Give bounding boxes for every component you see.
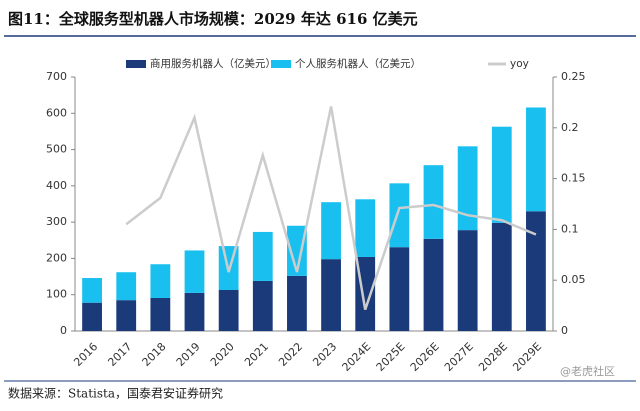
y-tick-label: 600	[46, 106, 67, 119]
watermark: @老虎社区	[560, 364, 615, 378]
y-tick-label: 100	[46, 288, 67, 301]
y2-tick-label: 0	[561, 324, 568, 337]
bar-segment	[252, 231, 273, 281]
bar-segment	[287, 275, 307, 331]
x-tick-label: 2019	[174, 340, 203, 369]
legend-label: yoy	[510, 58, 529, 70]
y2-tick-label: 0.05	[561, 273, 586, 286]
bar-segment	[389, 183, 410, 248]
bar-segment	[526, 211, 546, 331]
bar-segment	[150, 264, 171, 298]
x-tick-label: 2029E	[510, 340, 544, 374]
bar-segment	[423, 165, 444, 239]
bar-segment	[252, 280, 273, 331]
legend-swatch	[271, 60, 291, 68]
y-tick-label: 200	[46, 251, 67, 264]
y2-tick-label: 0.15	[561, 172, 586, 185]
x-tick-label: 2021	[242, 340, 271, 369]
bar-segment	[218, 289, 239, 331]
legend-label: 个人服务机器人（亿美元）	[295, 57, 421, 70]
bar-segment	[116, 300, 137, 331]
bar-segment	[184, 292, 205, 331]
bar-segment	[389, 247, 410, 331]
y-tick-label: 300	[46, 215, 67, 228]
bar-segment	[321, 202, 341, 260]
y2-tick-label: 0.25	[561, 70, 586, 83]
bar-segment	[321, 259, 341, 331]
y-tick-label: 400	[46, 179, 67, 192]
x-tick-label: 2018	[140, 340, 169, 369]
bar-segment	[491, 222, 512, 331]
bar-segment	[491, 126, 512, 223]
x-tick-label: 2017	[105, 340, 134, 369]
bar-segment	[355, 199, 376, 257]
bar-segment	[457, 146, 478, 231]
x-tick-label: 2028E	[476, 340, 510, 374]
bar-segment	[184, 250, 205, 293]
bar-segment	[82, 278, 102, 303]
bar-segment	[423, 238, 444, 331]
bar-segment	[526, 107, 546, 212]
x-tick-label: 2022	[276, 340, 305, 369]
x-tick-label: 2020	[208, 340, 237, 369]
x-tick-label: 2024E	[340, 340, 374, 374]
line	[125, 106, 537, 311]
bar-segment	[457, 230, 478, 331]
x-tick-label: 2016	[71, 340, 100, 369]
x-tick-label: 2026E	[408, 340, 442, 374]
y-tick-label: 500	[46, 143, 67, 156]
source-note: 数据来源：Statista，国泰君安证券研究	[8, 386, 223, 401]
bar-segment	[150, 297, 171, 331]
x-tick-label: 2025E	[374, 340, 408, 374]
y2-tick-label: 0.1	[561, 222, 579, 235]
bar-segment	[287, 225, 307, 276]
x-tick-label: 2023	[310, 340, 339, 369]
bar-segment	[82, 302, 102, 331]
legend-label: 商用服务机器人（亿美元）	[150, 57, 276, 70]
chart-title: 图11：全球服务型机器人市场规模：2029 年达 616 亿美元	[8, 10, 418, 28]
y-tick-label: 0	[60, 324, 67, 337]
x-tick-label: 2027E	[442, 340, 476, 374]
y2-tick-label: 0.2	[561, 121, 579, 134]
bar-segment	[116, 272, 137, 301]
y-tick-label: 700	[46, 70, 67, 83]
legend-swatch	[126, 60, 146, 68]
